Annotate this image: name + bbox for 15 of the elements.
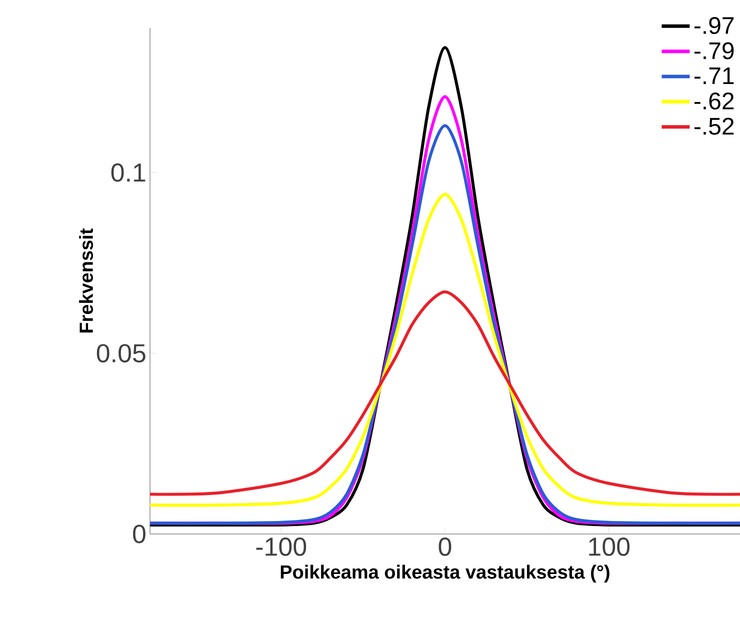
y-axis-title: Frekvenssit (79, 228, 94, 333)
x-tick-label: -100 (256, 538, 306, 556)
legend-label: -.62 (694, 92, 734, 110)
legend-label: -.79 (694, 42, 734, 60)
line-series (148, 290, 740, 496)
line-series (148, 192, 740, 507)
x-tick-label: 100 (589, 538, 630, 556)
legend-label: -.97 (694, 17, 734, 34)
y-tick-label: 0.05 (96, 344, 146, 362)
x-axis-title: Poikkeama oikeasta vastauksesta (°) (280, 564, 610, 582)
y-tick-label: 0 (133, 524, 146, 544)
legend-label: -.52 (694, 118, 734, 135)
legend-label: -.71 (694, 68, 734, 84)
x-tick-label: 0 (438, 538, 452, 556)
y-tick-label: 0.1 (111, 163, 146, 182)
